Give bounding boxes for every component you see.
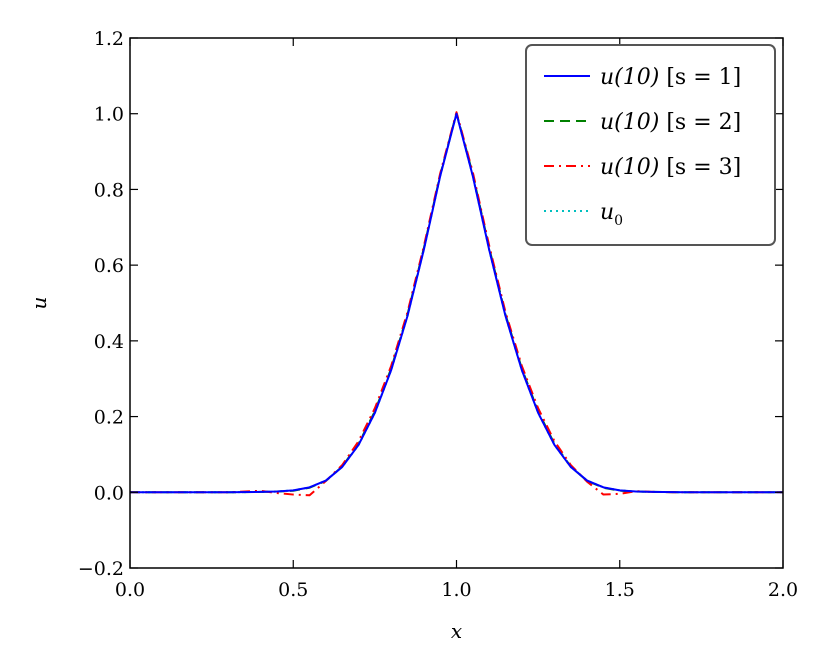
series-line-3 [130, 111, 783, 497]
y-tick-label: 0.4 [94, 331, 124, 353]
x-tick-label: 2.0 [768, 579, 798, 601]
y-tick-label: 1.2 [94, 28, 124, 50]
y-tick-label: 0.6 [94, 255, 124, 277]
legend-entry-3: u(10) [s = 3] [600, 155, 741, 180]
legend-entry-4: u0 [600, 200, 623, 229]
x-tick-label: 0.0 [115, 579, 145, 601]
legend-entry-2: u(10) [s = 2] [600, 110, 741, 135]
y-tick-label: −0.2 [78, 558, 124, 580]
y-tick-label: 0.2 [94, 407, 124, 429]
x-axis-label: x [451, 619, 462, 643]
x-tick-label: 1.5 [605, 579, 635, 601]
legend-box [525, 44, 776, 246]
series-line-1 [130, 112, 783, 494]
y-tick-label: 0.8 [94, 179, 124, 201]
y-axis-label: u [27, 297, 51, 310]
x-tick-label: 0.5 [278, 579, 308, 601]
legend-entry-1: u(10) [s = 1] [600, 65, 741, 90]
y-tick-label: 0.0 [94, 482, 124, 504]
y-tick-label: 1.0 [94, 104, 124, 126]
plot-area [130, 111, 783, 497]
axes-frame [129, 37, 784, 569]
legend: u(10) [s = 1] u(10) [s = 2] u(10) [s = 3] u… [525, 44, 776, 246]
x-tick-label: 1.0 [441, 579, 471, 601]
